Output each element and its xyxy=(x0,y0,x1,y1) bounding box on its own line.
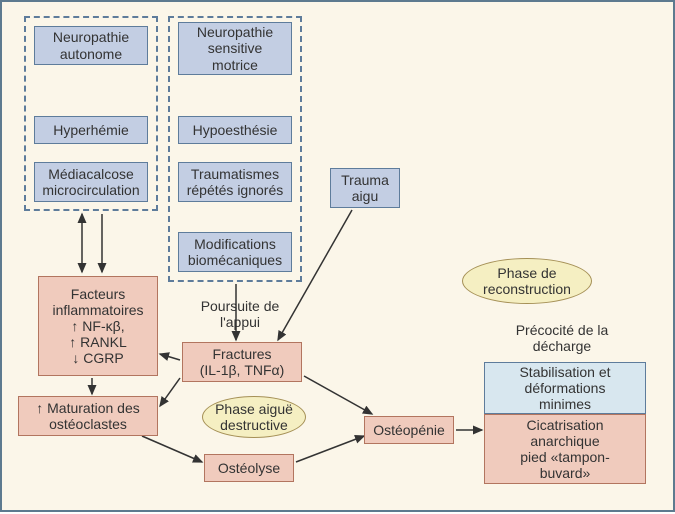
a-fract-osteopen xyxy=(304,376,372,414)
mediacalcose: Médiacalcose microcirculation xyxy=(34,162,148,202)
a-osteolyse-pen xyxy=(296,436,364,462)
neuropathie-sens-mot: Neuropathie sensitive motrice xyxy=(178,22,292,75)
facteurs-inflam: Facteurs inflammatoires ↑ NF-κβ, ↑ RANKL… xyxy=(38,276,158,376)
traumatismes: Traumatismes répétés ignorés xyxy=(178,162,292,202)
stabilisation: Stabilisation et déformations minimes xyxy=(484,362,646,414)
hypoesthesie: Hypoesthésie xyxy=(178,116,292,144)
osteopenie: Ostéopénie xyxy=(364,416,454,444)
a-fract-mat xyxy=(160,378,180,406)
cicatrisation: Cicatrisation anarchique pied «tampon- b… xyxy=(484,414,646,484)
trauma-aigu: Trauma aigu xyxy=(330,168,400,208)
osteolyse: Ostéolyse xyxy=(204,454,294,482)
hyperhemie: Hyperhémie xyxy=(34,116,148,144)
fractures: Fractures (IL-1β, TNFα) xyxy=(182,342,302,382)
modifications-biomec: Modifications biomécaniques xyxy=(178,232,292,272)
phase-reconstruction: Phase de reconstruction xyxy=(462,258,592,304)
phase-aigue: Phase aiguë destructive xyxy=(202,396,306,438)
diagram-canvas: Neuropathie autonome Hyperhémie Médiacalco… xyxy=(0,0,675,512)
neuropathie-autonome: Neuropathie autonome xyxy=(34,26,148,65)
a-mat-osteolyse xyxy=(142,436,202,462)
poursuite-appui: Poursuite de l'appui xyxy=(188,298,292,330)
a-fract-flam xyxy=(160,354,180,360)
maturation-osteo: ↑ Maturation des ostéoclastes xyxy=(18,396,158,436)
precocite-decharge: Précocité de la décharge xyxy=(492,322,632,354)
